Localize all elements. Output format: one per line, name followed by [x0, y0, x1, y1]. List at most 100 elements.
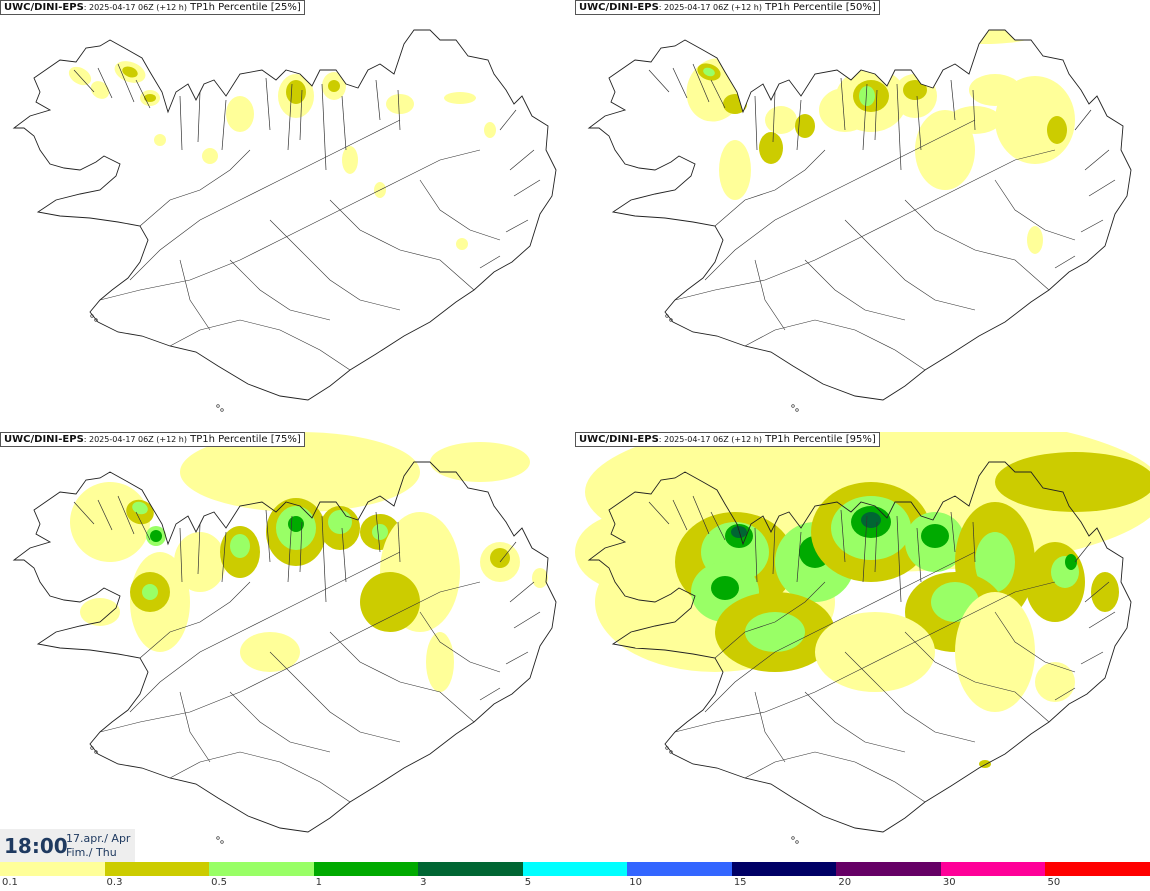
- precip-contour: [859, 86, 875, 106]
- road-line: [269, 651, 401, 743]
- fjord-line: [179, 527, 183, 583]
- legend-swatch: [1045, 862, 1150, 876]
- precip-contour: [1035, 662, 1075, 702]
- legend-label: 0.3: [106, 877, 123, 888]
- fjord-line: [896, 83, 902, 171]
- fjord-line: [197, 91, 201, 143]
- road-line: [844, 219, 976, 311]
- road-line: [674, 581, 1056, 733]
- fjord-line: [648, 69, 670, 93]
- precip-contour: [174, 532, 226, 592]
- road-line: [169, 751, 351, 803]
- road-network: [73, 63, 541, 371]
- valid-time: 18:00: [4, 834, 68, 858]
- precip-contour: [142, 584, 158, 600]
- map-canvas: [12, 29, 557, 412]
- road-line: [804, 691, 906, 753]
- fjord-line: [672, 67, 688, 99]
- island: [665, 314, 669, 318]
- fjord-line: [874, 521, 878, 573]
- run-info: : 2025-04-17 06Z (+12 h): [658, 435, 762, 444]
- precip-contour: [759, 132, 783, 164]
- fjord-line: [135, 511, 151, 541]
- legend-swatch: [0, 862, 105, 876]
- island: [669, 750, 673, 754]
- map-canvas: [575, 432, 1150, 844]
- legend-swatch: [731, 862, 837, 876]
- fjord-line: [509, 581, 535, 603]
- fjord-line: [73, 69, 95, 93]
- legend-swatch: [104, 862, 210, 876]
- fjord-line: [710, 511, 726, 541]
- road-line: [744, 751, 926, 803]
- precip-contour: [1065, 554, 1077, 570]
- fjord-line: [672, 499, 688, 531]
- map-title: UWC/DINI-EPS: 2025-04-17 06Z (+12 h) TP1…: [0, 432, 305, 447]
- road-line: [744, 319, 926, 371]
- fjord-line: [197, 523, 201, 575]
- field-name: TP1h Percentile [50%]: [761, 2, 876, 13]
- fjord-line: [1084, 149, 1110, 171]
- island: [216, 836, 220, 840]
- precip-contour: [1091, 572, 1119, 612]
- precip-contour: [805, 30, 945, 58]
- fjord-line: [221, 99, 227, 151]
- fjord-line: [754, 527, 758, 583]
- precip-contour: [230, 534, 250, 558]
- fjord-line: [862, 515, 868, 583]
- road-line: [179, 691, 211, 763]
- fjord-line: [321, 515, 327, 603]
- road-line: [754, 691, 786, 763]
- model-name: UWC/DINI-EPS: [579, 434, 659, 445]
- road-line: [844, 651, 976, 743]
- precip-contour: [328, 80, 340, 92]
- precip-contour: [444, 92, 476, 104]
- road-line: [904, 199, 1050, 291]
- map-panel-p25: UWC/DINI-EPS: 2025-04-17 06Z (+12 h) TP1…: [0, 0, 575, 430]
- fjord-line: [950, 511, 956, 553]
- road-line: [704, 551, 976, 713]
- fjord-line: [97, 67, 113, 99]
- precip-contour: [456, 238, 468, 250]
- precip-contour: [132, 501, 148, 515]
- coastline: [12, 29, 557, 401]
- precip-contour: [490, 548, 510, 568]
- fjord-line: [840, 77, 846, 131]
- legend-swatch: [209, 862, 314, 876]
- color-legend-labels: 0.1 0.3 0.5 1 3 5 10 15 20 30 50: [0, 876, 1150, 891]
- road-line: [169, 319, 351, 371]
- fjord-line: [117, 63, 135, 103]
- precip-contour: [532, 568, 548, 588]
- island: [94, 318, 98, 322]
- road-line: [139, 581, 251, 659]
- legend-swatch: [418, 862, 523, 876]
- legend-label: 10: [629, 877, 642, 888]
- road-line: [714, 149, 826, 227]
- fjord-line: [479, 687, 501, 701]
- map-canvas: [587, 29, 1132, 412]
- fjord-line: [796, 531, 802, 583]
- road-line: [269, 219, 401, 311]
- map-title: UWC/DINI-EPS: 2025-04-17 06Z (+12 h) TP1…: [0, 0, 305, 15]
- precip-contour: [484, 122, 496, 138]
- fjord-line: [1074, 109, 1092, 131]
- map-canvas: [12, 432, 557, 844]
- fjord-line: [772, 523, 776, 575]
- coastline: [587, 461, 1132, 833]
- road-line: [714, 581, 826, 659]
- road-line: [804, 259, 906, 321]
- precip-contour: [903, 80, 927, 100]
- island: [220, 408, 224, 412]
- precip-contour: [975, 532, 1015, 592]
- model-name: UWC/DINI-EPS: [579, 2, 659, 13]
- fjord-line: [513, 179, 541, 197]
- fjord-line: [505, 219, 529, 233]
- precip-contour: [711, 576, 739, 600]
- road-line: [419, 179, 501, 241]
- run-info: : 2025-04-17 06Z (+12 h): [83, 3, 187, 12]
- island: [795, 408, 799, 412]
- map-panel-p75: UWC/DINI-EPS: 2025-04-17 06Z (+12 h) TP1…: [0, 432, 575, 862]
- fjord-line: [221, 531, 227, 583]
- fjord-line: [341, 527, 347, 583]
- fjord-line: [97, 499, 113, 531]
